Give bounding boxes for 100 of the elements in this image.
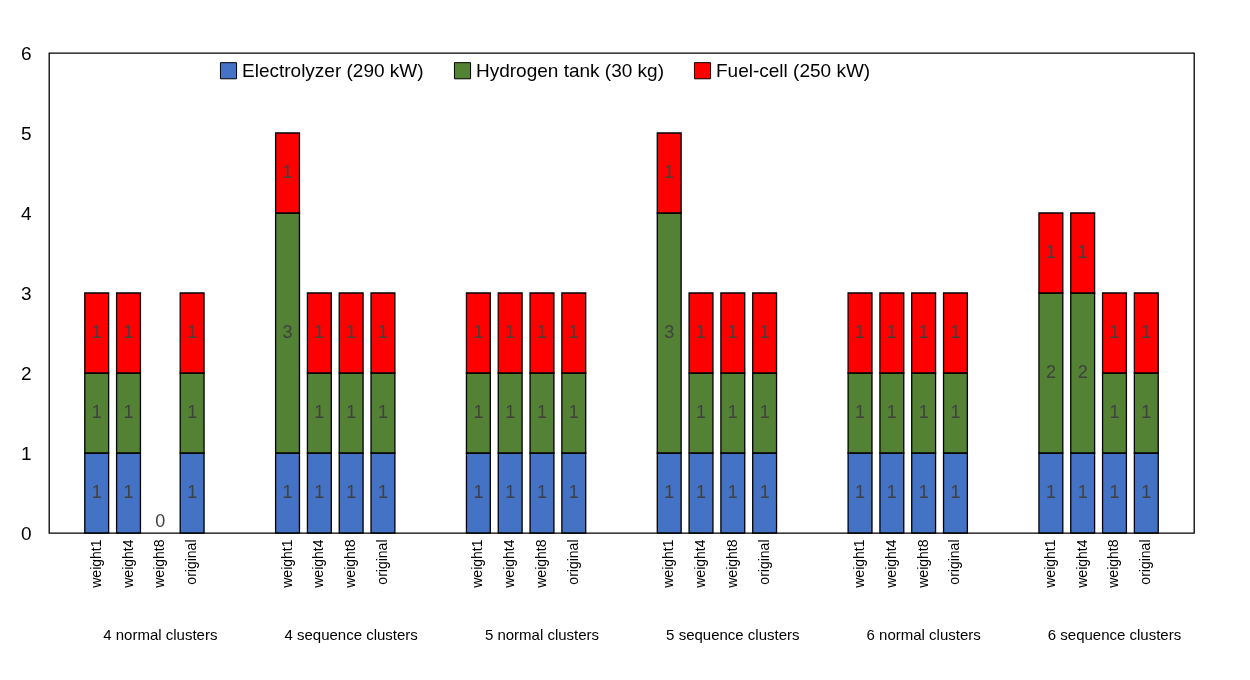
data-label: 1 — [664, 482, 675, 502]
data-label: 1 — [664, 162, 675, 182]
x-tick-label: weight4 — [310, 539, 327, 589]
x-tick-label: weight8 — [342, 539, 359, 589]
data-label: 1 — [727, 322, 738, 342]
x-tick-label: weight4 — [119, 539, 136, 589]
data-label: 1 — [1077, 242, 1088, 262]
x-tick-label: weight8 — [914, 539, 931, 589]
data-label: 1 — [950, 402, 961, 422]
text: 5 normal clusters — [484, 626, 600, 643]
data-label: 1 — [696, 322, 707, 342]
x-tick-label: weight1 — [278, 539, 295, 589]
legend-label: Fuel-cell (250 kW) — [716, 59, 871, 81]
data-label: 1 — [91, 402, 102, 422]
data-label: 1 — [314, 482, 325, 502]
data-label: 1 — [886, 322, 897, 342]
data-label: 1 — [918, 402, 929, 422]
y-tick-label: 3 — [20, 282, 32, 304]
x-tick-label: weight1 — [851, 539, 868, 589]
data-label: 1 — [918, 322, 929, 342]
data-label: 1 — [1077, 482, 1088, 502]
data-label: 1 — [505, 402, 516, 422]
data-label: 1 — [568, 322, 579, 342]
data-label: 1 — [886, 402, 897, 422]
data-label: 3 — [282, 322, 293, 342]
data-label: 1 — [1141, 322, 1152, 342]
x-tick-label: weight8 — [1105, 539, 1122, 589]
x-tick-label: original — [946, 539, 963, 585]
data-label: 1 — [1109, 322, 1120, 342]
x-tick-label: weight1 — [469, 539, 486, 589]
data-label: 1 — [187, 482, 198, 502]
x-tick-label: weight1 — [660, 539, 677, 589]
data-label: 2 — [1077, 362, 1088, 382]
y-tick-label: 5 — [20, 122, 32, 144]
data-label: 1 — [123, 402, 134, 422]
x-tick-label: original — [183, 539, 200, 585]
data-label: 1 — [473, 322, 484, 342]
x-tick-label: weight1 — [87, 539, 104, 589]
data-label: 1 — [314, 322, 325, 342]
data-label: 1 — [918, 482, 929, 502]
data-label: 1 — [536, 322, 547, 342]
data-label: 1 — [473, 402, 484, 422]
data-label: 1 — [1109, 482, 1120, 502]
y-tick-label: 2 — [20, 362, 32, 384]
x-tick-label: weight1 — [1041, 539, 1058, 589]
data-label: 1 — [727, 482, 738, 502]
data-label: 1 — [91, 322, 102, 342]
data-label: 1 — [855, 322, 866, 342]
y-tick-label: 6 — [20, 42, 32, 64]
y-tick-label: 1 — [20, 442, 32, 464]
data-label: 1 — [855, 482, 866, 502]
data-label: 1 — [886, 482, 897, 502]
data-label: 1 — [187, 322, 198, 342]
data-label: 1 — [1141, 402, 1152, 422]
data-label: 1 — [855, 402, 866, 422]
legend-label: Hydrogen tank (30 kg) — [476, 59, 664, 81]
data-label: 1 — [187, 402, 198, 422]
data-label: 1 — [759, 322, 770, 342]
data-label: 1 — [123, 482, 134, 502]
data-label: 1 — [568, 402, 579, 422]
x-tick-label: weight4 — [1073, 539, 1090, 589]
x-tick-label: weight8 — [723, 539, 740, 589]
data-label: 1 — [505, 482, 516, 502]
text: 6 normal clusters — [866, 626, 981, 643]
data-label: 1 — [536, 402, 547, 422]
data-label: 1 — [346, 402, 357, 422]
data-label: 1 — [1109, 402, 1120, 422]
x-tick-label: original — [564, 539, 581, 585]
text: 4 sequence clusters — [284, 626, 418, 643]
x-tick-label: weight4 — [882, 539, 899, 589]
x-tick-label: original — [373, 539, 390, 585]
x-tick-label: weight4 — [692, 539, 709, 589]
x-tick-label: weight4 — [501, 539, 518, 589]
data-label: 1 — [696, 482, 707, 502]
data-label: 1 — [568, 482, 579, 502]
text: 6 sequence clusters — [1047, 626, 1182, 643]
data-label: 1 — [123, 322, 134, 342]
x-tick-label: weight8 — [532, 539, 549, 589]
data-label: 1 — [314, 402, 325, 422]
data-label: 1 — [1045, 482, 1056, 502]
x-tick-label: original — [1137, 539, 1154, 585]
data-label: 1 — [282, 482, 293, 502]
data-label: 2 — [1045, 362, 1056, 382]
x-tick-label: original — [755, 539, 772, 585]
y-tick-label: 4 — [20, 202, 32, 224]
data-label: 1 — [91, 482, 102, 502]
data-label: 1 — [950, 482, 961, 502]
data-label: 1 — [759, 482, 770, 502]
text: 5 sequence clusters — [666, 626, 800, 643]
data-label: 1 — [1045, 242, 1056, 262]
x-tick-label: weight8 — [151, 539, 168, 589]
data-label: 1 — [282, 162, 293, 182]
data-label: 1 — [536, 482, 547, 502]
data-label: 1 — [377, 402, 388, 422]
data-label: 1 — [505, 322, 516, 342]
data-label: 1 — [1141, 482, 1152, 502]
data-label: 1 — [727, 402, 738, 422]
data-label: 1 — [473, 482, 484, 502]
data-label: 1 — [950, 322, 961, 342]
data-label: 0 — [155, 511, 166, 531]
